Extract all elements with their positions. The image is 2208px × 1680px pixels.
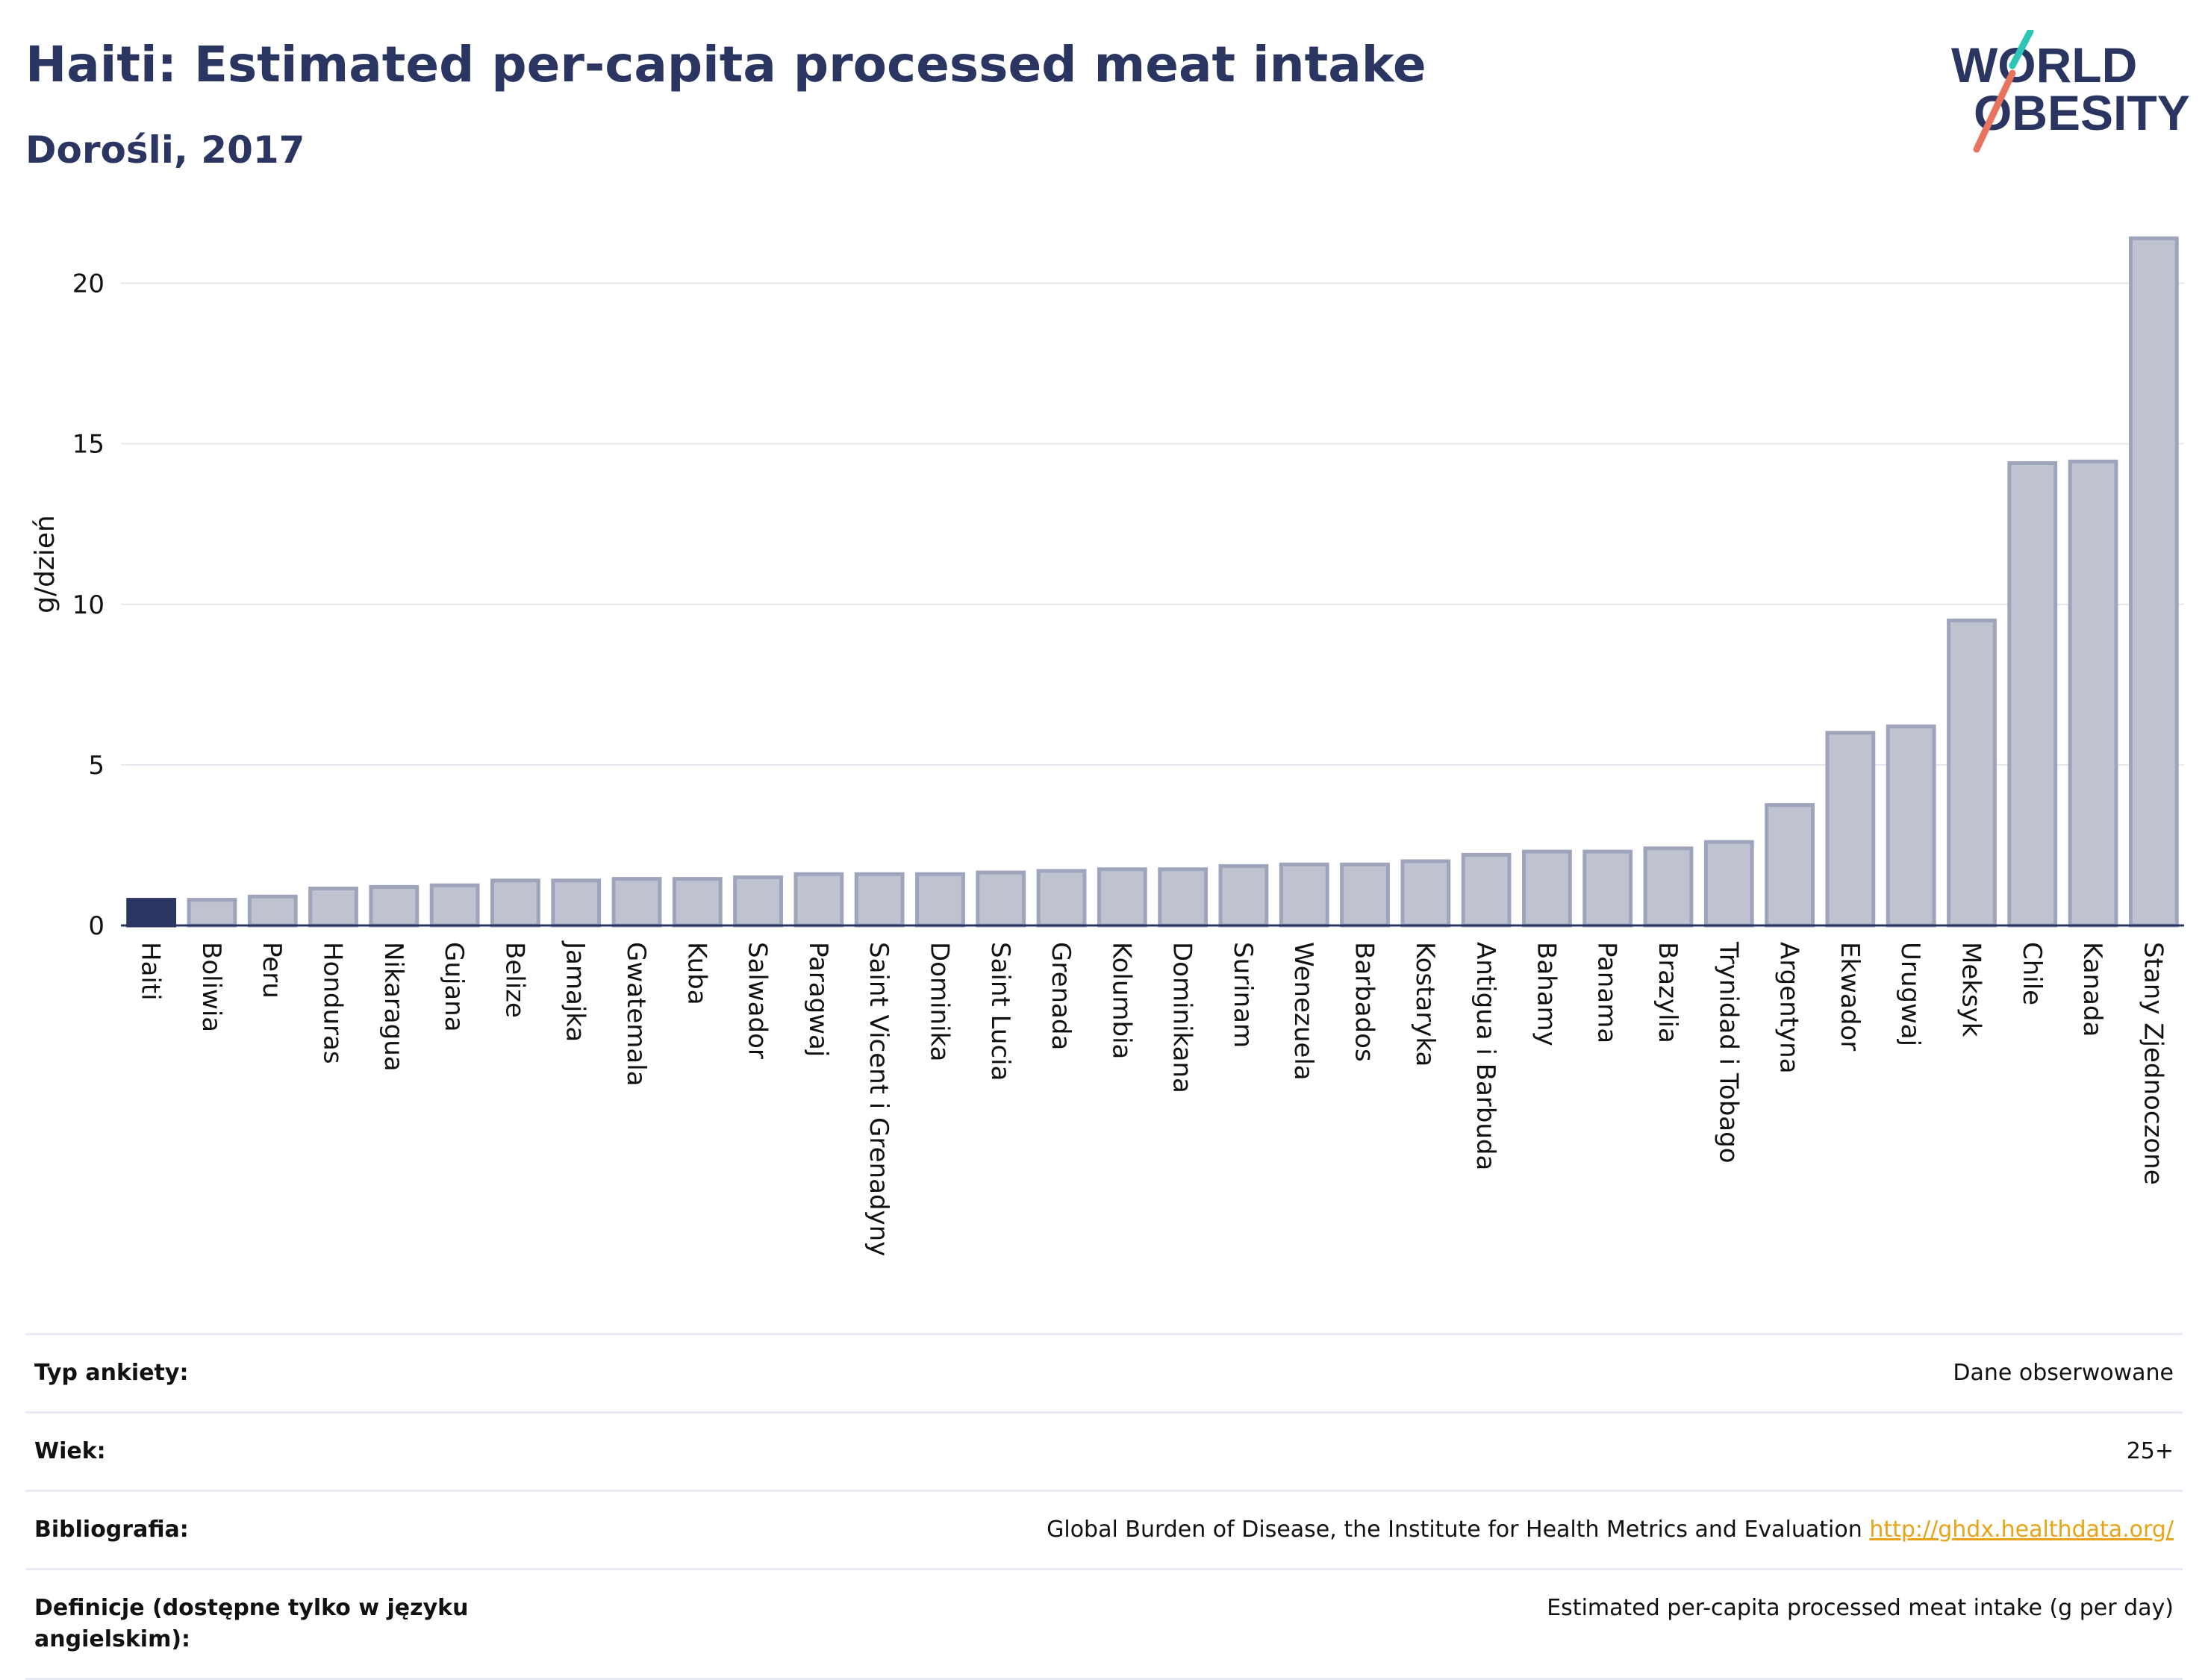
bar [1340,862,1390,928]
bar [1218,864,1269,928]
x-tick-label: Panama [1592,942,1622,1043]
survey-type-value: Dane obserwowane [1953,1360,2174,1386]
bar [733,875,783,928]
bibliography-label: Bibliografia: [34,1517,189,1543]
bar [369,884,420,928]
bar [1158,867,1209,928]
x-tick-label: Salwador [743,942,773,1059]
x-tick-label: Surinam [1228,942,1258,1048]
x-tick-label: Wenezuela [1288,942,1318,1081]
bar [2068,459,2118,928]
x-tick-label: Kanada [2077,942,2107,1037]
x-tick-label: Nikaragua [378,942,408,1072]
meta-row-age: Wiek: 25+ [25,1411,2183,1490]
age-value: 25+ [2126,1438,2174,1464]
bar [793,872,844,928]
bar [126,898,177,928]
x-tick-label: Saint Lucia [985,942,1015,1081]
bar [611,877,662,928]
y-tick-label: 0 [88,911,105,941]
bar [915,872,965,928]
bar [976,870,1026,928]
bar [1036,869,1087,928]
bar [1703,840,1754,928]
x-tick-label: Antigua i Barbuda [1471,942,1500,1170]
bar [854,872,905,928]
bar [672,877,723,928]
x-tick-label: Saint Vicent i Grenadyny [864,942,894,1256]
y-tick-label: 10 [72,590,105,620]
bar [308,887,358,928]
x-tick-label: Stany Zjednoczone [2138,942,2168,1185]
logo-line2: OBESITY [1974,85,2190,140]
bibliography-value: Global Burden of Disease, the Institute … [1038,1492,2183,1568]
x-tick-label: Belize [499,942,529,1018]
bar [1400,859,1451,928]
x-tick-label: Kuba [682,942,711,1005]
bar [1765,803,1815,928]
chart-subtitle: Dorośli, 2017 [25,128,305,172]
metadata-table: Typ ankiety: Dane obserwowane Wiek: 25+ … [25,1333,2183,1680]
x-tick-label: Urugwaj [1895,942,1925,1046]
bibliography-text: Global Burden of Disease, the Institute … [1047,1517,1862,1543]
definitions-value: Estimated per-capita processed meat inta… [1547,1595,2174,1621]
x-tick-label: Barbados [1350,942,1379,1062]
bibliography-link[interactable]: http://ghdx.healthdata.org/ [1869,1517,2174,1543]
x-tick-label: Gujana [439,942,469,1032]
chart-title: Haiti: Estimated per-capita processed me… [25,36,1426,93]
x-tick-label: Trynidad i Tobago [1713,941,1743,1164]
y-tick-label: 5 [88,751,105,781]
meta-row-survey: Typ ankiety: Dane obserwowane [25,1333,2183,1411]
x-tick-label: Haiti [136,942,166,1001]
world-obesity-logo: WORLD OBESITY [1951,30,2190,153]
x-tick-label: Paragwaj [803,942,833,1057]
x-tick-label: Peru [257,942,287,999]
x-tick-label: Meksyk [1956,942,1986,1037]
bar [490,878,540,928]
definitions-label: Definicje (dostępne tylko w języku angie… [34,1595,469,1652]
bar [2128,236,2179,928]
bar [429,883,480,928]
bar [1947,618,1997,928]
bar [1825,731,1876,928]
bar [1643,846,1694,928]
y-tick-label: 20 [72,269,105,299]
x-tick-label: Jamajka [561,940,590,1042]
x-tick-label: Chile [2017,942,2047,1005]
bar [1279,862,1329,928]
x-tick-label: Grenada [1046,942,1076,1050]
x-tick-label: Kolumbia [1106,942,1136,1059]
x-tick-label: Dominika [924,942,954,1061]
bar [187,898,237,928]
bar [247,894,298,928]
logo-line1: WORLD [1951,37,2137,93]
bar [1582,849,1633,928]
bar [2007,460,2058,928]
y-tick-label: 15 [72,430,105,460]
meta-row-bibliography: Bibliografia: Global Burden of Disease, … [25,1490,2183,1568]
age-label: Wiek: [34,1438,106,1464]
x-tick-label: Gwatemala [621,942,651,1086]
meta-row-definitions: Definicje (dostępne tylko w języku angie… [25,1568,2183,1680]
x-tick-label: Honduras [318,942,348,1064]
bar [1522,849,1572,928]
x-tick-label: Kostaryka [1410,942,1440,1067]
bar [1886,724,1936,928]
x-tick-label: Boliwia [196,942,226,1032]
y-axis-label: g/dzień [30,515,60,613]
bar [551,878,602,928]
bar [1461,852,1512,928]
survey-type-label: Typ ankiety: [34,1360,189,1386]
x-tick-label: Bahamy [1531,942,1561,1046]
x-tick-label: Argentyna [1774,942,1804,1074]
x-tick-label: Ekwador [1835,942,1865,1051]
bar [1097,867,1147,928]
x-tick-label: Dominikana [1167,942,1197,1093]
x-tick-label: Brazylia [1653,942,1682,1043]
bar-chart: 0 5 10 15 20 g/dzień Haiti Boliwia Peru Honduras N… [30,236,2184,1256]
